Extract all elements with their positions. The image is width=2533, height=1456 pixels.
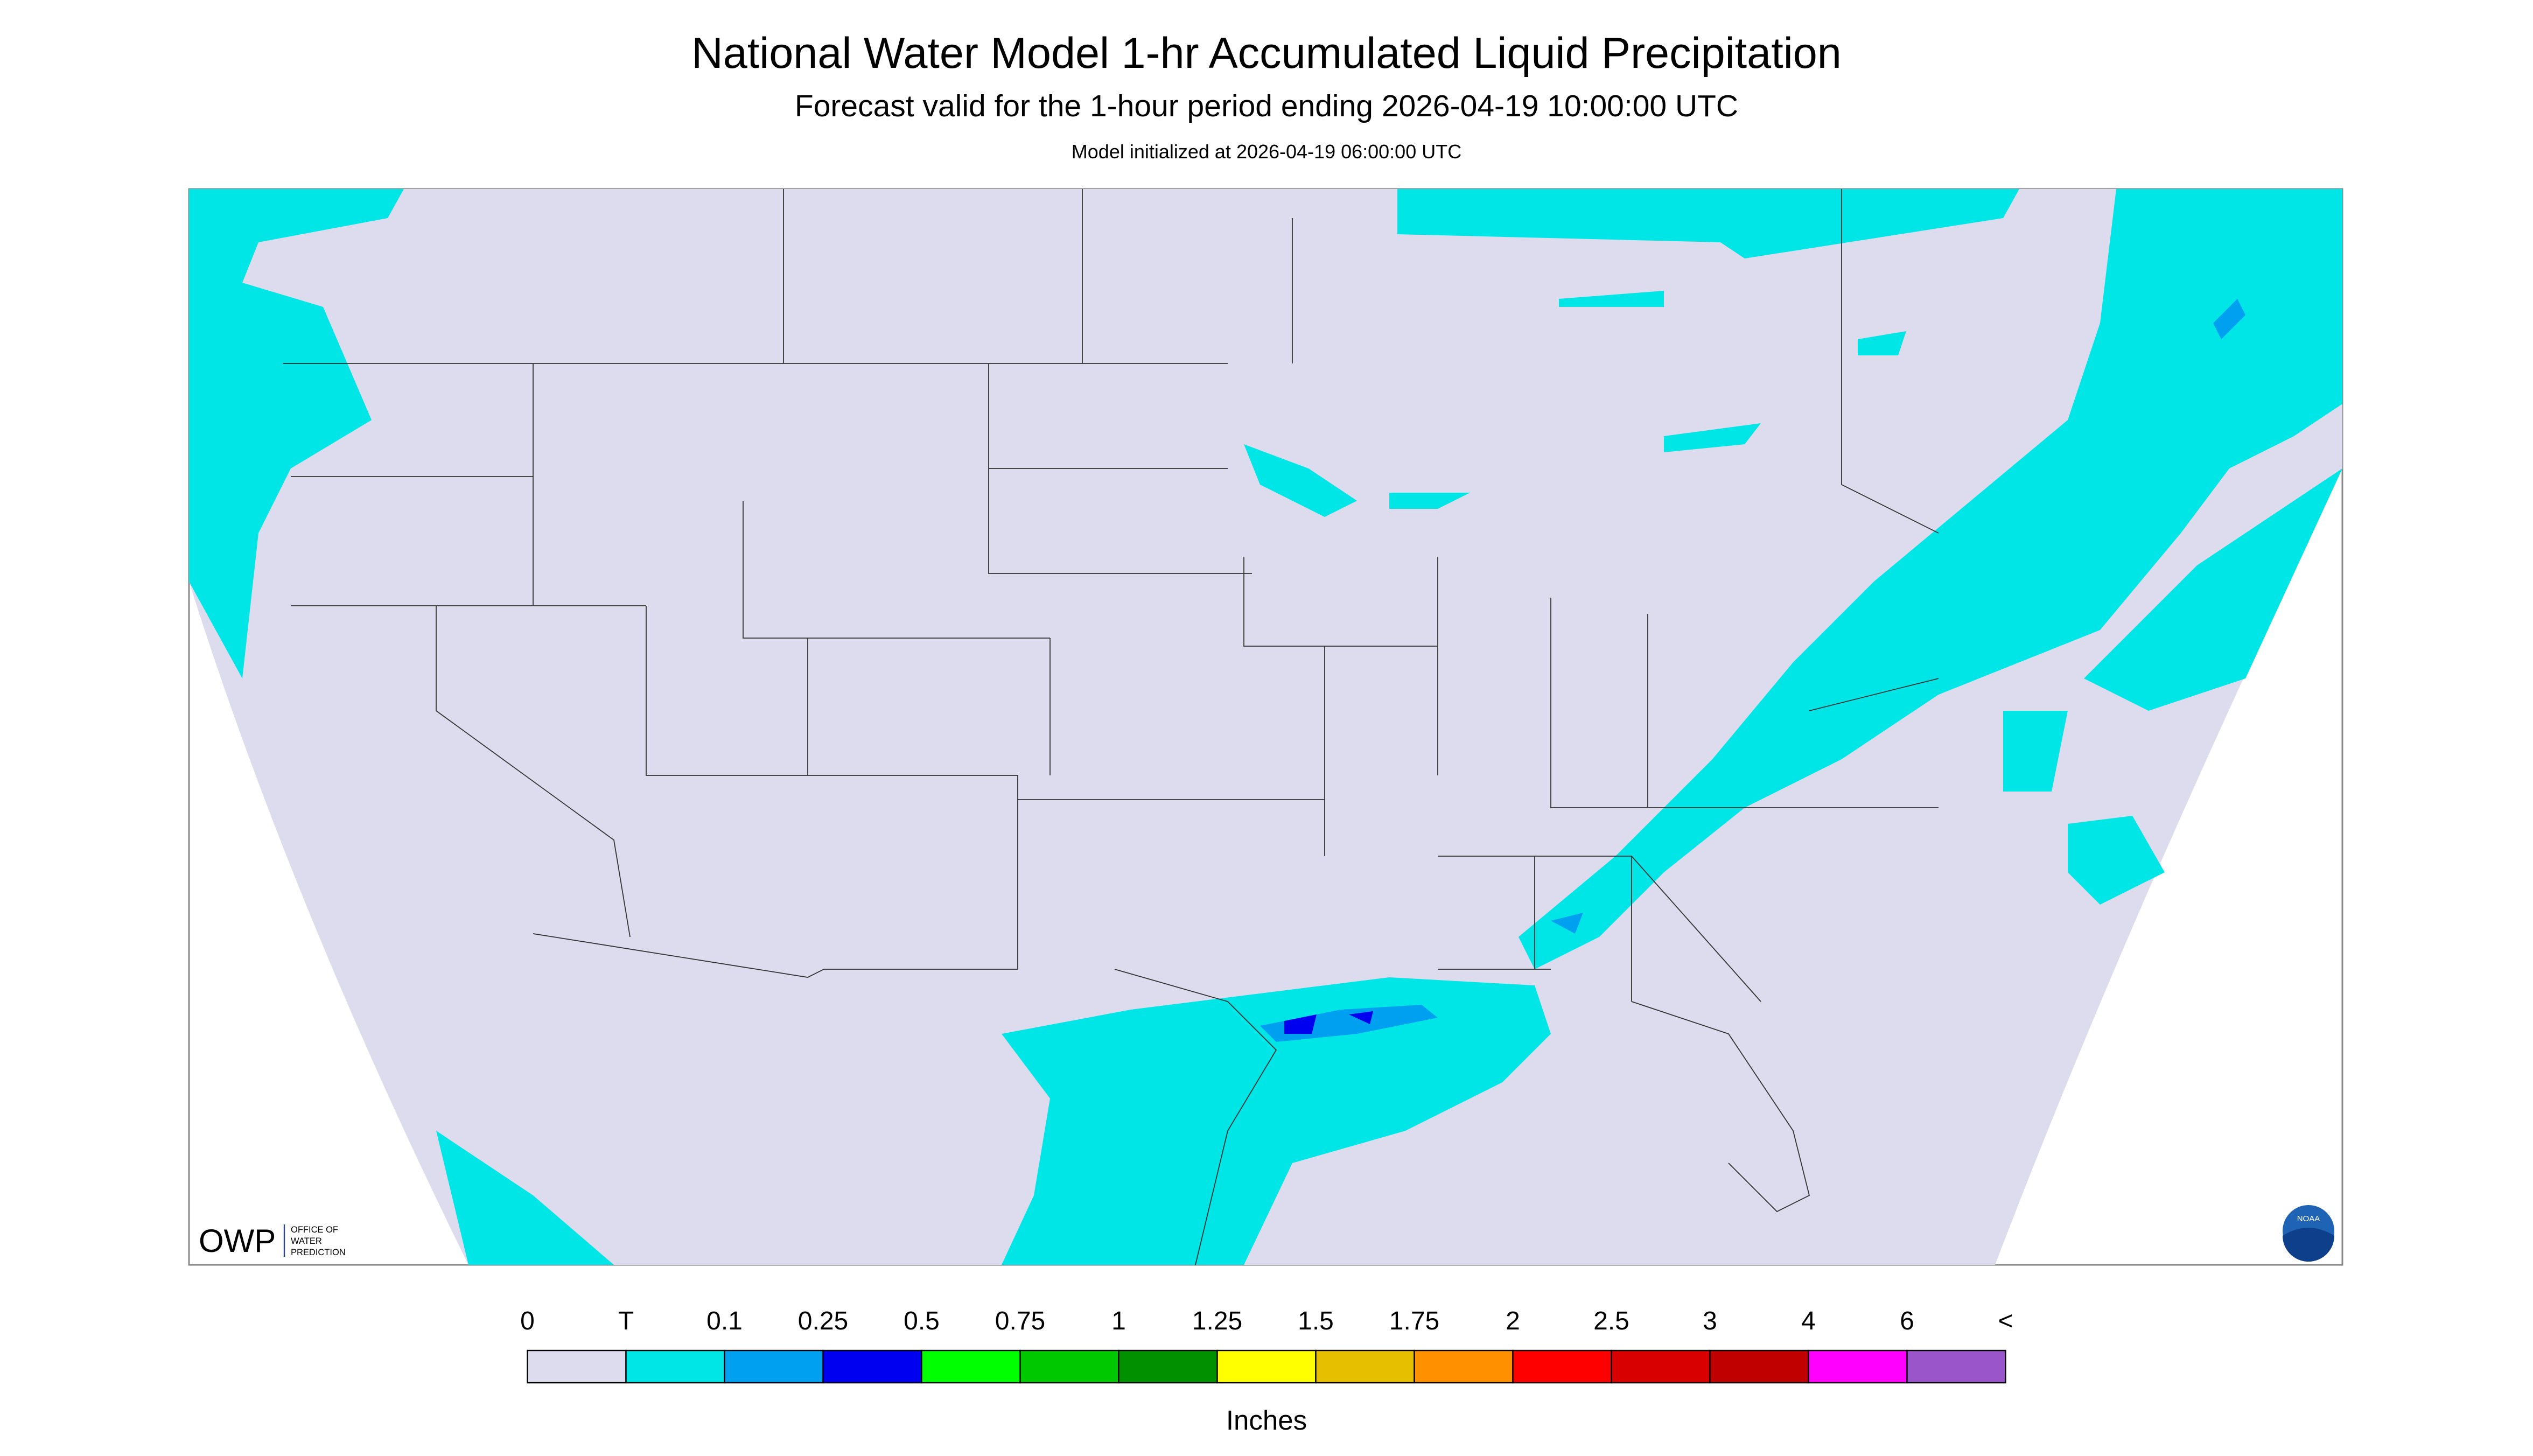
legend-swatch [1512,1349,1612,1384]
legend-label: 2 [1506,1307,1520,1335]
legend: Inches 0 T 0.1 0.25 0.5 0.75 1 1.25 1.5 1.75 2 2.5 3… [520,1307,2013,1436]
legend-unit: Inches [1226,1405,1307,1436]
legend-label: 6 [1900,1307,1914,1335]
title: National Water Model 1-hr Accumulated Li… [691,29,1842,78]
owp-mark: OWP [199,1223,276,1259]
init-time: Model initialized at 2026-04-19 06:00:00… [1072,141,1461,163]
noaa-logo: NOAA [2283,1205,2334,1262]
legend-swatch [1709,1349,1809,1384]
owp-text: WATER [291,1236,322,1246]
boundaries [283,189,1939,1265]
legend-swatch [1019,1349,1119,1384]
legend-swatch [1216,1349,1317,1384]
legend-label: 0.25 [798,1307,848,1335]
legend-label: 0.5 [904,1307,940,1335]
legend-swatch [1611,1349,1711,1384]
legend-label: 0.75 [995,1307,1045,1335]
legend-swatch [527,1349,627,1384]
precip-moderate [1284,1011,1373,1034]
legend-label: 4 [1801,1307,1816,1335]
legend-swatch [1808,1349,1908,1384]
legend-swatch [822,1349,922,1384]
legend-swatch [625,1349,725,1384]
subtitle: Forecast valid for the 1-hour period end… [795,89,1738,123]
noaa-text: NOAA [2297,1214,2320,1223]
owp-text: PREDICTION [291,1248,346,1257]
model-domain [189,189,2342,1265]
legend-label: 0.1 [706,1307,743,1335]
legend-swatch [724,1349,824,1384]
legend-label: 0 [520,1307,535,1335]
map: OWP OFFICE OF WATER PREDICTION NOAA [188,188,2343,1266]
legend-label: 3 [1703,1307,1717,1335]
precip-trace [189,189,2342,1265]
legend-swatch [1906,1349,2006,1384]
owp-logo: OWP OFFICE OF WATER PREDICTION [199,1223,346,1259]
legend-label: 1.5 [1298,1307,1334,1335]
legend-label: 1.75 [1389,1307,1439,1335]
legend-swatch [1414,1349,1514,1384]
legend-swatch [1315,1349,1415,1384]
legend-swatch [1118,1349,1218,1384]
legend-label: 1.25 [1192,1307,1242,1335]
legend-label: 2.5 [1593,1307,1629,1335]
legend-swatch [921,1349,1021,1384]
owp-text: OFFICE OF [291,1225,338,1235]
legend-label: T [618,1307,634,1335]
legend-label: 1 [1111,1307,1126,1335]
legend-label: < [1998,1307,2013,1335]
